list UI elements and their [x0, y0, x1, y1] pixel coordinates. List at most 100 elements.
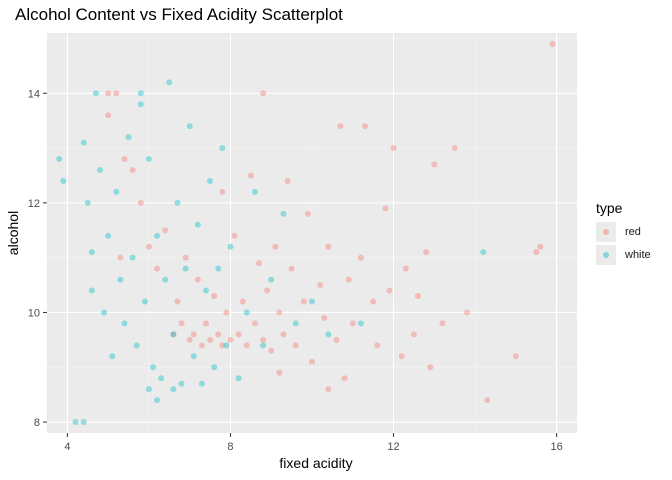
- data-point-red: [198, 342, 205, 349]
- data-point-red: [154, 265, 161, 272]
- data-point-white: [133, 342, 140, 349]
- data-point-white: [60, 177, 67, 184]
- data-point-red: [288, 265, 295, 272]
- data-point-white: [137, 90, 144, 97]
- data-point-red: [219, 342, 226, 349]
- data-point-red: [370, 298, 377, 305]
- data-point-white: [150, 364, 156, 371]
- data-point-red: [317, 282, 324, 289]
- data-point-red: [182, 254, 189, 261]
- data-points: [56, 40, 556, 426]
- data-point-white: [154, 232, 161, 239]
- data-point-red: [186, 336, 193, 343]
- data-point-red: [129, 166, 136, 173]
- data-point-red: [321, 314, 328, 321]
- data-point-white: [141, 298, 148, 305]
- data-point-red: [178, 320, 185, 327]
- data-point-red: [349, 320, 356, 327]
- y-axis-label: alcohol: [5, 211, 21, 255]
- data-point-red: [451, 145, 458, 152]
- data-point-red: [170, 331, 177, 338]
- data-point-red: [382, 205, 389, 212]
- data-point-white: [56, 156, 63, 163]
- data-point-white: [178, 380, 185, 387]
- data-point-white: [268, 276, 275, 283]
- data-point-red: [431, 161, 438, 168]
- data-point-red: [341, 375, 348, 382]
- data-point-red: [439, 320, 446, 327]
- data-point-white: [198, 380, 205, 387]
- data-point-red: [256, 260, 262, 267]
- data-point-white: [105, 232, 112, 239]
- data-point-white: [80, 139, 87, 146]
- data-point-red: [533, 249, 540, 256]
- data-point-red: [357, 254, 364, 261]
- legend-key-white: [596, 244, 616, 265]
- data-point-red: [243, 342, 250, 349]
- legend-label-white: white: [625, 248, 651, 261]
- data-point-white: [215, 265, 222, 272]
- data-point-red: [264, 287, 271, 294]
- data-point-white: [174, 199, 181, 206]
- x-tick-label: 12: [387, 441, 399, 453]
- data-point-red: [423, 249, 430, 256]
- y-tick-label: 8: [34, 417, 40, 429]
- data-point-red: [325, 243, 332, 250]
- major-gridlines: [47, 33, 577, 433]
- data-point-white: [203, 287, 209, 294]
- data-point-red: [190, 331, 197, 338]
- data-point-red: [484, 397, 491, 404]
- legend-swatch-white: [603, 251, 609, 258]
- y-tick-label: 12: [28, 198, 40, 210]
- data-point-red: [333, 336, 340, 343]
- data-point-red: [304, 210, 311, 217]
- data-point-white: [292, 320, 299, 327]
- data-point-white: [260, 342, 267, 349]
- axes: 4 8 12 16 8 10 12 14: [28, 88, 563, 453]
- x-tick-label: 16: [550, 441, 562, 453]
- data-point-white: [243, 309, 250, 316]
- data-point-red: [386, 287, 393, 294]
- data-point-white: [194, 221, 201, 228]
- data-point-white: [170, 331, 177, 338]
- data-point-red: [537, 243, 544, 250]
- data-point-red: [105, 90, 112, 97]
- legend-label-red: red: [625, 225, 641, 238]
- data-point-red: [174, 298, 181, 305]
- data-point-white: [137, 101, 144, 108]
- data-point-red: [211, 293, 218, 300]
- data-point-white: [92, 90, 99, 97]
- data-point-white: [219, 145, 226, 152]
- data-point-white: [207, 177, 214, 184]
- data-point-red: [203, 320, 209, 327]
- data-point-red: [247, 172, 254, 179]
- data-point-red: [325, 386, 332, 393]
- data-point-red: [194, 276, 201, 283]
- data-point-red: [276, 369, 283, 376]
- data-point-red: [337, 123, 344, 130]
- data-point-red: [231, 232, 238, 239]
- data-point-white: [125, 134, 132, 141]
- data-point-red: [145, 243, 152, 250]
- data-point-white: [182, 265, 189, 272]
- data-point-white: [357, 320, 364, 327]
- data-point-white: [129, 254, 136, 261]
- data-point-red: [235, 331, 242, 338]
- data-point-white: [145, 386, 152, 393]
- data-point-white: [109, 353, 116, 360]
- data-point-white: [162, 276, 169, 283]
- data-point-white: [88, 287, 95, 294]
- data-point-red: [512, 353, 519, 360]
- legend-item-white: white: [596, 243, 666, 266]
- legend-key-red: [596, 221, 616, 242]
- data-point-white: [251, 188, 258, 195]
- data-point-red: [227, 336, 234, 343]
- data-point-red: [219, 188, 226, 195]
- data-point-red: [398, 353, 405, 360]
- data-point-white: [186, 123, 193, 130]
- data-point-red: [374, 342, 381, 349]
- data-point-red: [402, 265, 409, 272]
- data-point-red: [410, 331, 417, 338]
- x-axis-label: fixed acidity: [279, 455, 353, 471]
- data-point-white: [166, 79, 173, 86]
